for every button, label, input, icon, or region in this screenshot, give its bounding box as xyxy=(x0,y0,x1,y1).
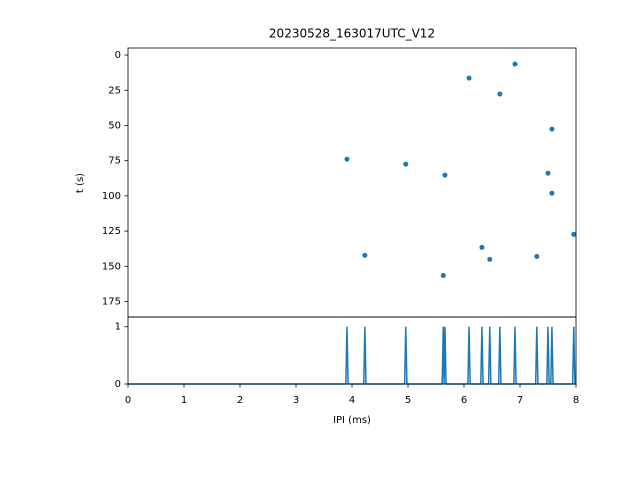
point xyxy=(549,190,555,196)
point xyxy=(534,253,540,259)
point xyxy=(497,91,503,97)
point xyxy=(487,256,493,262)
y-tick-label: 175 xyxy=(102,297,121,308)
point xyxy=(512,61,518,67)
point xyxy=(440,272,446,278)
y-tick-label: 100 xyxy=(102,191,121,202)
y-tick-label: 125 xyxy=(102,226,121,237)
line xyxy=(128,326,576,385)
x-tick-label: 5 xyxy=(405,395,411,406)
point xyxy=(362,252,368,258)
x-tick-label: 4 xyxy=(349,395,355,406)
point xyxy=(442,172,448,178)
chart-title: 20230528_163017UTC_V12 xyxy=(269,27,435,41)
y-tick-label: 50 xyxy=(108,120,121,131)
point xyxy=(549,126,555,132)
x-tick-label: 3 xyxy=(293,395,299,406)
x-axis-label: IPI (ms) xyxy=(333,415,371,426)
x-tick-label: 8 xyxy=(573,395,579,406)
point xyxy=(479,244,485,250)
x-tick-label: 6 xyxy=(461,395,467,406)
point xyxy=(344,156,350,162)
y-tick-label: 0 xyxy=(115,50,121,61)
axes-frame xyxy=(127,316,577,385)
x-tick-label: 0 xyxy=(125,395,131,406)
y-axis-label: t (s) xyxy=(75,173,86,193)
x-tick-label: 1 xyxy=(181,395,187,406)
point xyxy=(545,170,551,176)
y-tick-label: 25 xyxy=(108,85,121,96)
point xyxy=(466,75,472,81)
point xyxy=(571,231,577,237)
y-tick-label: 1 xyxy=(115,322,121,333)
y-tick-label: 75 xyxy=(108,156,121,167)
axes-frame xyxy=(127,47,577,318)
y-tick-label: 150 xyxy=(102,261,121,272)
y-tick-label: 0 xyxy=(115,379,121,390)
x-tick-label: 2 xyxy=(237,395,243,406)
x-tick-label: 7 xyxy=(517,395,523,406)
point xyxy=(403,161,409,167)
